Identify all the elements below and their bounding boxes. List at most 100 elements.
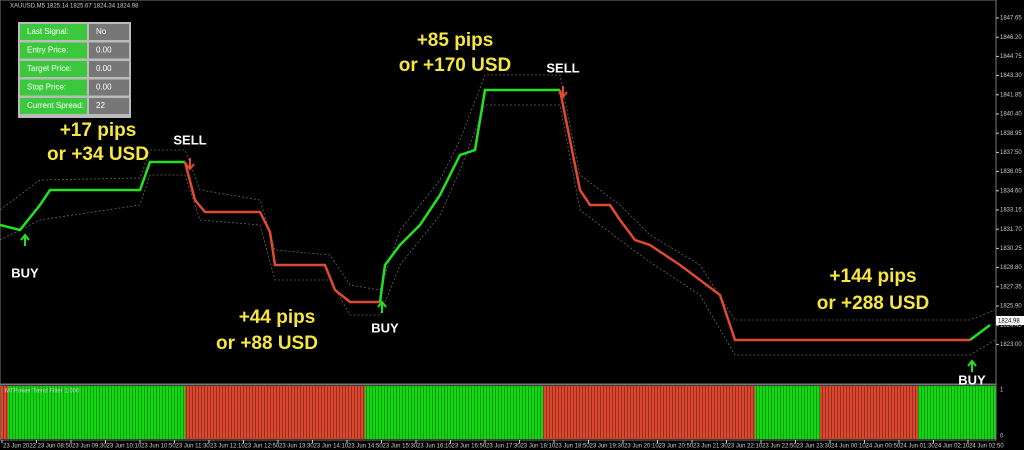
panel-key: Target Price: bbox=[27, 64, 72, 73]
panel-value-cell bbox=[89, 61, 129, 77]
trend-up bbox=[969, 324, 991, 341]
price-tag bbox=[996, 316, 1024, 325]
time-label: 24 Jun 00:50 bbox=[866, 444, 901, 450]
time-label: 23 Jun 14:10 bbox=[314, 444, 349, 450]
indicator-frame bbox=[0, 384, 997, 441]
indicator-axis-label: 0 bbox=[1000, 434, 1004, 440]
price-label: 1824.45 bbox=[1000, 323, 1022, 329]
panel-key-cell bbox=[20, 61, 87, 77]
time-label: 23 Jun 10:50 bbox=[141, 444, 176, 450]
profit-label: +144 pips bbox=[829, 266, 916, 287]
price-label: 1838.95 bbox=[1000, 131, 1022, 137]
indicator-title: MTPower Trend Filter 1.000 bbox=[5, 389, 80, 395]
time-label: 23 Jun 2022 bbox=[3, 444, 37, 450]
trend-down bbox=[558, 89, 970, 342]
panel-value: 0.00 bbox=[96, 46, 112, 55]
signal-label: SELL bbox=[173, 132, 206, 147]
time-label: 24 Jun 01:30 bbox=[900, 444, 935, 450]
price-label: 1836.05 bbox=[1000, 169, 1022, 175]
trend-down bbox=[183, 161, 380, 304]
time-label: 23 Jun 09:30 bbox=[72, 444, 107, 450]
time-label: 23 Jun 11:30 bbox=[176, 444, 211, 450]
time-label: 23 Jun 22:10 bbox=[728, 444, 763, 450]
panel-key-cell bbox=[20, 79, 87, 96]
buy-arrow bbox=[967, 359, 977, 372]
price-label: 1841.85 bbox=[1000, 92, 1022, 98]
time-label: 23 Jun 16:10 bbox=[417, 444, 452, 450]
panel-value-cell bbox=[89, 42, 129, 59]
panel-value-cell bbox=[89, 79, 129, 96]
time-label: 23 Jun 20:10 bbox=[624, 444, 659, 450]
time-label: 23 Jun 13:30 bbox=[279, 444, 314, 450]
time-label: 23 Jun 18:50 bbox=[555, 444, 590, 450]
panel-key: Entry Price: bbox=[27, 46, 68, 55]
price-label: 1831.70 bbox=[1000, 227, 1022, 233]
time-label: 23 Jun 15:30 bbox=[383, 444, 418, 450]
trend-up bbox=[378, 88, 560, 303]
time-label: 23 Jun 19:30 bbox=[590, 444, 625, 450]
panel-key-cell bbox=[20, 42, 87, 59]
buy-arrow bbox=[377, 300, 387, 313]
time-label: 24 Jun 02:50 bbox=[969, 444, 1004, 450]
time-label: 23 Jun 20:50 bbox=[659, 444, 694, 450]
price-label: 1844.75 bbox=[1000, 54, 1022, 60]
panel-value-cell bbox=[89, 24, 129, 40]
time-label: 24 Jun 02:10 bbox=[935, 444, 970, 450]
panel-key: Stop Price: bbox=[27, 83, 66, 92]
sell-arrow bbox=[558, 86, 568, 99]
price-label: 1840.40 bbox=[1000, 112, 1022, 118]
price-label: 1834.60 bbox=[1000, 188, 1022, 194]
price-axis: 1847.65 1846.20 1844.75 1843.30 1841.85 1840.… bbox=[996, 16, 1022, 348]
panel-value: 0.00 bbox=[96, 64, 112, 73]
profit-label: +44 pips bbox=[239, 307, 316, 328]
price-label: 1847.65 bbox=[1000, 16, 1022, 22]
signal-panel: Last Signal: No Entry Price: 0.00 Target Pri… bbox=[18, 22, 131, 118]
panel-value-cell bbox=[89, 98, 129, 114]
buy-arrow bbox=[20, 233, 30, 246]
time-label: 23 Jun 14:50 bbox=[348, 444, 383, 450]
time-label: 23 Jun 08:50 bbox=[38, 444, 73, 450]
time-label: 23 Jun 16:50 bbox=[452, 444, 487, 450]
panel-key: Last Signal: bbox=[27, 27, 69, 36]
sell-arrow bbox=[185, 158, 195, 171]
panel-key-cell bbox=[20, 24, 87, 40]
time-label: 24 Jun 00:10 bbox=[831, 444, 866, 450]
price-label: 1828.80 bbox=[1000, 265, 1022, 271]
time-label: 23 Jun 10:10 bbox=[107, 444, 142, 450]
band-lower bbox=[0, 104, 996, 356]
signal-label: BUY bbox=[11, 265, 39, 280]
time-label: 23 Jun 18:10 bbox=[521, 444, 556, 450]
profit-label: or +88 USD bbox=[216, 333, 318, 354]
panel-key-cell bbox=[20, 98, 87, 114]
time-axis: 23 Jun 2022 23 Jun 08:50 23 Jun 09:30 23 Ju… bbox=[1, 440, 1004, 450]
time-label: 23 Jun 23:30 bbox=[797, 444, 832, 450]
profit-label: +85 pips bbox=[417, 30, 494, 51]
price-label: 1843.30 bbox=[1000, 73, 1022, 79]
time-label: 23 Jun 12:50 bbox=[245, 444, 280, 450]
price-label: 1825.90 bbox=[1000, 304, 1022, 310]
price-label: 1827.35 bbox=[1000, 284, 1022, 290]
profit-label: or +288 USD bbox=[817, 293, 929, 314]
time-label: 23 Jun 17:30 bbox=[486, 444, 521, 450]
time-label: 23 Jun 22:50 bbox=[762, 444, 797, 450]
indicator-histogram bbox=[0, 386, 996, 439]
profit-label: or +170 USD bbox=[399, 55, 511, 76]
price-label: 1837.50 bbox=[1000, 150, 1022, 156]
price-label: 1830.25 bbox=[1000, 246, 1022, 252]
profit-label: +17 pips bbox=[60, 120, 137, 141]
panel-value: 22 bbox=[96, 101, 105, 110]
time-label: 23 Jun 21:30 bbox=[693, 444, 728, 450]
panel-key: Current Spread: bbox=[27, 101, 84, 110]
signal-label: SELL bbox=[546, 60, 579, 75]
price-label: 1846.20 bbox=[1000, 35, 1022, 41]
time-label: 23 Jun 12:10 bbox=[210, 444, 245, 450]
profit-label: or +34 USD bbox=[47, 144, 149, 165]
signal-label: BUY bbox=[958, 372, 986, 387]
indicator-axis-label: 1 bbox=[1000, 388, 1004, 394]
signal-label: BUY bbox=[371, 320, 399, 335]
price-label: 1823.00 bbox=[1000, 342, 1022, 348]
panel-value: 0.00 bbox=[96, 83, 112, 92]
panel-value: No bbox=[96, 27, 107, 36]
current-price: 1824.98 bbox=[998, 319, 1020, 325]
